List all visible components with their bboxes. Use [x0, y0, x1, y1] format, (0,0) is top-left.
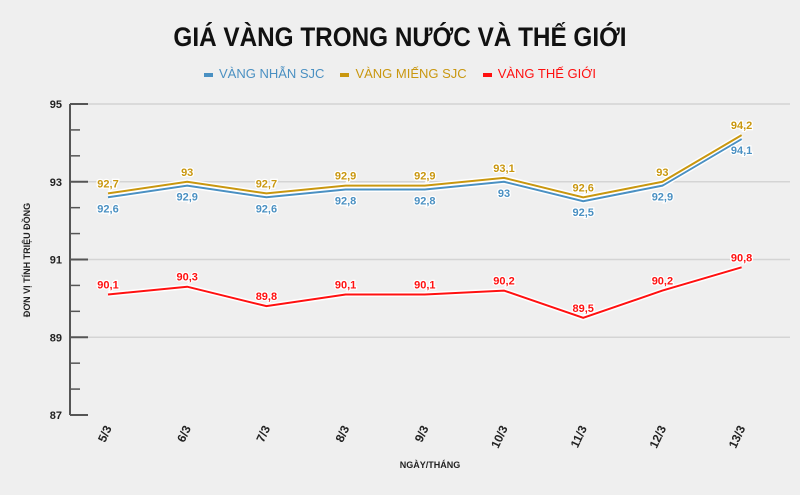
legend-swatch — [482, 72, 492, 77]
legend-item: VÀNG THẾ GIỚI — [482, 66, 597, 81]
legend-item: VÀNG MIẾNG SJC — [340, 66, 467, 81]
data-label: 92,9 — [335, 171, 356, 183]
x-tick-label: 7/3 — [253, 423, 273, 444]
legend-label: VÀNG MIẾNG SJC — [355, 66, 467, 81]
data-label: 90,8 — [731, 252, 752, 264]
x-tick-label: 12/3 — [647, 423, 670, 450]
series-line-1 — [107, 134, 743, 199]
legend-swatch — [203, 72, 213, 77]
data-label: 92,7 — [256, 178, 277, 190]
data-label: 90,1 — [97, 279, 118, 291]
x-tick-label: 6/3 — [174, 423, 194, 444]
data-label: 93 — [498, 188, 510, 200]
x-tick-label: 8/3 — [333, 423, 353, 444]
legend-item: VÀNG NHẪN SJC — [203, 66, 325, 81]
data-label: 90,1 — [335, 279, 356, 291]
data-label: 94,1 — [731, 145, 752, 157]
x-tick-label: 11/3 — [568, 423, 590, 450]
data-label: 92,9 — [414, 171, 435, 183]
data-label: 92,9 — [652, 192, 673, 204]
y-tick-label: 91 — [50, 255, 62, 267]
data-label: 93,1 — [493, 163, 514, 175]
legend-swatch — [340, 72, 350, 77]
data-label: 93 — [181, 167, 193, 179]
y-tick-label: 87 — [50, 410, 62, 422]
data-label: 89,5 — [572, 303, 593, 315]
legend: VÀNG NHẪN SJC VÀNG MIẾNG SJC VÀNG THẾ GIỚI — [0, 66, 800, 81]
series-line-2 — [107, 266, 742, 319]
x-axis-label: NGÀY/THÁNG — [400, 460, 461, 470]
data-label: 90,2 — [652, 276, 673, 288]
legend-label: VÀNG NHẪN SJC — [218, 66, 325, 81]
data-label: 90,1 — [414, 279, 435, 291]
data-label: 94,2 — [731, 120, 752, 132]
x-tick-label: 13/3 — [726, 423, 749, 450]
data-label: 90,3 — [176, 272, 197, 284]
data-label: 92,5 — [572, 207, 593, 219]
x-tick-label: 10/3 — [488, 423, 511, 450]
data-label: 90,2 — [493, 276, 514, 288]
y-tick-label: 89 — [50, 332, 62, 344]
y-axis-label: ĐƠN VỊ TÍNH TRIỆU ĐỒNG — [21, 203, 32, 317]
legend-label: VÀNG THẾ GIỚI — [497, 66, 597, 81]
x-tick-label: 9/3 — [412, 423, 432, 444]
y-tick-label: 95 — [50, 99, 62, 111]
data-label: 92,6 — [572, 182, 593, 194]
data-label: 92,6 — [256, 203, 277, 215]
data-label: 92,9 — [176, 192, 197, 204]
series-halo — [107, 264, 743, 321]
series-line-0 — [107, 138, 743, 203]
data-label: 92,6 — [97, 203, 118, 215]
data-label: 92,8 — [335, 196, 356, 208]
data-label: 93 — [656, 167, 668, 179]
x-tick-label: 5/3 — [95, 423, 115, 444]
chart-title: GIÁ VÀNG TRONG NƯỚC VÀ THẾ GIỚI — [173, 22, 627, 52]
data-label: 89,8 — [256, 291, 277, 303]
y-tick-label: 93 — [50, 177, 62, 189]
data-label: 92,7 — [97, 178, 118, 190]
data-label: 92,8 — [414, 196, 435, 208]
